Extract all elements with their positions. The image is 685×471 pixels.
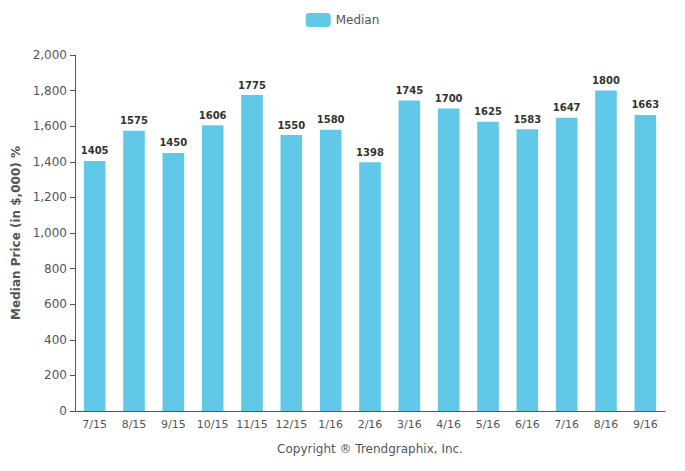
svg-text:1575: 1575 [120,115,148,126]
svg-text:1700: 1700 [435,93,463,104]
svg-text:9/16: 9/16 [633,418,658,431]
svg-text:1775: 1775 [238,80,266,91]
svg-text:12/15: 12/15 [275,418,307,431]
svg-text:1580: 1580 [317,114,345,125]
svg-text:1625: 1625 [474,106,502,117]
svg-text:Median: Median [336,13,380,27]
svg-text:8/15: 8/15 [122,418,147,431]
svg-text:1745: 1745 [395,85,423,96]
svg-text:1,200: 1,200 [33,190,67,204]
svg-text:2,000: 2,000 [33,48,67,62]
svg-text:800: 800 [44,262,67,276]
svg-text:1405: 1405 [81,145,109,156]
svg-text:0: 0 [59,404,67,418]
svg-text:1/16: 1/16 [318,418,343,431]
svg-text:1550: 1550 [277,120,305,131]
svg-text:1647: 1647 [553,102,581,113]
svg-text:600: 600 [44,297,67,311]
svg-text:400: 400 [44,333,67,347]
svg-text:Median Price (in $,000) %: Median Price (in $,000) % [9,146,23,320]
svg-text:1583: 1583 [513,114,541,125]
svg-text:11/15: 11/15 [236,418,268,431]
svg-text:9/15: 9/15 [161,418,186,431]
svg-text:200: 200 [44,368,67,382]
svg-text:3/16: 3/16 [397,418,422,431]
svg-text:1,600: 1,600 [33,119,67,133]
svg-text:7/16: 7/16 [554,418,579,431]
svg-text:1,400: 1,400 [33,155,67,169]
svg-text:1398: 1398 [356,147,384,158]
svg-text:Copyright ® Trendgraphix, Inc.: Copyright ® Trendgraphix, Inc. [277,442,463,456]
svg-text:4/16: 4/16 [436,418,461,431]
svg-text:2/16: 2/16 [358,418,383,431]
svg-text:6/16: 6/16 [515,418,540,431]
svg-text:8/16: 8/16 [594,418,619,431]
svg-text:10/15: 10/15 [197,418,229,431]
svg-text:1800: 1800 [592,75,620,86]
svg-text:5/16: 5/16 [476,418,501,431]
svg-text:1450: 1450 [159,137,187,148]
svg-text:1663: 1663 [631,99,659,110]
svg-text:1,800: 1,800 [33,84,67,98]
svg-text:1606: 1606 [199,110,227,121]
svg-text:1,000: 1,000 [33,226,67,240]
svg-text:7/15: 7/15 [82,418,107,431]
